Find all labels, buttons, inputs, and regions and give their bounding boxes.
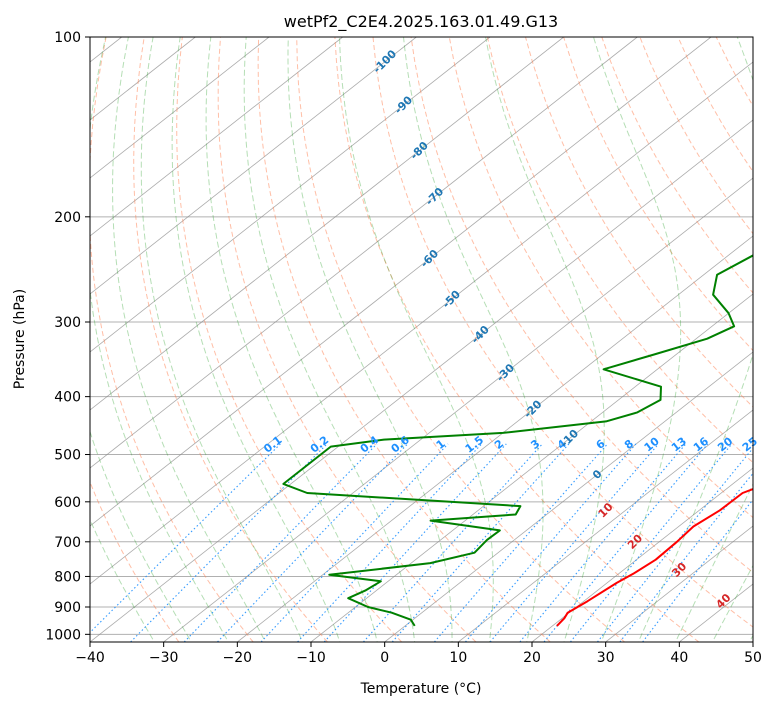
moist-adiabat-line — [287, 37, 453, 642]
x-tick-label: −10 — [296, 650, 326, 666]
temperature-profile — [556, 488, 753, 627]
y-tick-label: 1000 — [45, 627, 81, 643]
moist-adiabats — [90, 37, 753, 642]
moist-adiabat-line — [711, 564, 753, 642]
moist-adiabat-line — [171, 37, 341, 642]
dry-adiabat-line — [410, 37, 753, 573]
isotherm-line — [605, 525, 753, 642]
x-axis-label: Temperature (°C) — [360, 681, 482, 697]
axes: −40 −30 −20 −10 0 10 20 30 40 50 100 200 300 400 500 60… — [45, 30, 762, 666]
dewpoint-profile — [282, 254, 753, 627]
mixing-ratio-lines — [90, 443, 753, 642]
isotherm-line — [90, 37, 638, 469]
dry-adiabat-line — [133, 37, 328, 642]
dry-adiabat-line — [601, 37, 753, 294]
isotherms — [90, 37, 753, 642]
x-tick-label: 40 — [670, 650, 688, 666]
y-tick-label: 100 — [54, 30, 81, 46]
isotherm-line — [90, 37, 712, 527]
x-tick-label: −40 — [75, 650, 105, 666]
moist-adiabat-line — [90, 518, 155, 642]
moist-adiabat-line — [243, 37, 416, 642]
x-tick-label: −20 — [223, 650, 253, 666]
isotherm-line — [384, 351, 753, 642]
dry-adiabat-line — [257, 37, 551, 642]
y-tick-label: 400 — [54, 390, 81, 406]
mixing-ratio-line — [519, 443, 687, 642]
dry-adiabat-line — [448, 37, 753, 519]
mixing-ratio-line — [217, 443, 408, 642]
moist-adiabat-line — [112, 37, 266, 642]
plot-area — [90, 37, 753, 642]
dry-adiabat-line — [334, 37, 700, 642]
dry-adiabat-line — [754, 37, 775, 642]
isotherm-line — [531, 467, 753, 642]
dry-adiabats — [90, 37, 775, 642]
mixing-ratio-line — [130, 443, 328, 642]
isotherm-line — [163, 177, 753, 642]
dry-adiabat-line — [296, 37, 625, 642]
mixing-ratio-line — [464, 443, 637, 642]
isotherm-line — [237, 235, 753, 642]
x-tick-label: 0 — [380, 650, 389, 666]
mixing-ratio-line — [323, 443, 507, 642]
x-tick-label: 10 — [449, 650, 467, 666]
x-tick-label: 50 — [744, 650, 762, 666]
moist-adiabat-line — [90, 430, 192, 642]
isotherm-line — [458, 409, 753, 642]
moist-adiabat-line — [90, 37, 229, 642]
isotherm-line — [310, 293, 753, 642]
y-axis-label: Pressure (hPa) — [12, 289, 28, 389]
moist-adiabat-line — [339, 37, 494, 642]
y-tick-label: 700 — [54, 535, 81, 551]
isotherm-line — [90, 37, 564, 411]
dry-adiabat-line — [90, 37, 254, 642]
dry-adiabat-line — [90, 480, 180, 642]
mixing-ratio-line — [90, 443, 281, 634]
y-tick-label: 300 — [54, 315, 81, 331]
x-tick-label: −30 — [149, 650, 179, 666]
isotherm-line — [90, 37, 270, 179]
isotherm-line — [90, 37, 491, 353]
dry-adiabat-line — [217, 37, 477, 642]
y-tick-label: 600 — [54, 495, 81, 511]
isotherm-line — [90, 119, 753, 642]
isotherm-line — [90, 37, 343, 237]
moist-adiabat-line — [140, 37, 304, 642]
mixing-ratio-line — [297, 443, 483, 642]
y-tick-label: 200 — [54, 210, 81, 226]
moist-adiabat-line — [403, 37, 544, 642]
x-tick-label: 30 — [597, 650, 615, 666]
mixing-ratio-line — [260, 443, 449, 642]
dry-adiabat-line — [525, 37, 753, 408]
moist-adiabat-line — [593, 37, 682, 642]
plot-background — [90, 37, 753, 642]
mixing-ratio-line — [569, 443, 733, 642]
moist-adiabat-line — [485, 37, 605, 642]
mixing-ratio-line — [489, 443, 659, 642]
plot-frame — [89, 36, 754, 643]
mixing-ratio-line — [391, 443, 570, 642]
y-tick-label: 500 — [54, 448, 81, 464]
y-tick-label: 900 — [54, 600, 81, 616]
isotherm-line — [90, 61, 753, 585]
moist-adiabat-line — [637, 37, 753, 642]
dry-adiabat-line — [486, 37, 753, 464]
y-tick-label: 800 — [54, 569, 81, 585]
chart-title: wetPf2_C2E4.2025.163.01.49.G13 — [284, 12, 558, 32]
x-tick-label: 20 — [523, 650, 541, 666]
sounding-series — [282, 254, 753, 627]
isotherm-line — [90, 37, 417, 295]
isotherm-line — [752, 641, 753, 642]
mixing-ratio-line — [183, 443, 378, 642]
